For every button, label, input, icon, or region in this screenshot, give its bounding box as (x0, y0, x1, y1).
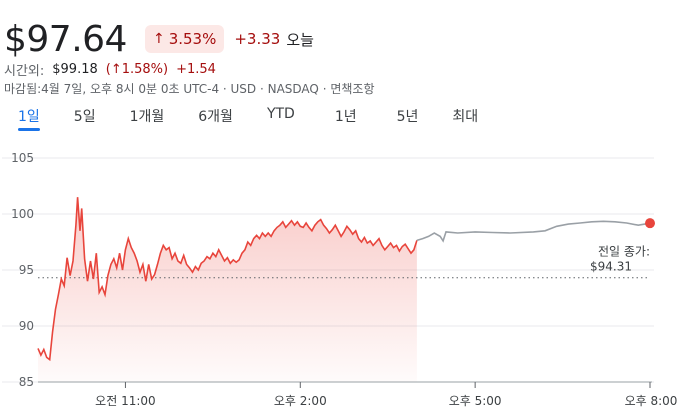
last-price-marker (645, 218, 655, 229)
change-period-label: 오늘 (286, 30, 314, 49)
y-tick-label: 90 (19, 319, 34, 333)
after-hours-change: +1.54 (176, 62, 216, 77)
tab-ytd[interactable]: YTD (266, 106, 295, 122)
change-absolute: +3.33 (234, 30, 281, 48)
tab-5y[interactable]: 5년 (396, 109, 419, 125)
x-tick-label: 오후 8:00 (625, 394, 678, 408)
after-hours-price: $99.18 (52, 62, 98, 77)
range-tabs: 1일 5일 1개월 6개월 YTD 1년 5년 최대 (18, 106, 478, 131)
arrow-up-icon: ↑ (152, 31, 165, 47)
x-tick-label: 오후 5:00 (449, 394, 502, 408)
regular-session-line (37, 197, 418, 362)
tab-1y[interactable]: 1년 (334, 109, 357, 125)
tab-max[interactable]: 최대 (452, 109, 479, 125)
quote-header: $97.64 ↑ 3.53% +3.33 오늘 (4, 14, 314, 64)
change-percent: 3.53% (168, 30, 217, 48)
after-hours-line (416, 220, 651, 243)
previous-close-label: 전일 종가: (598, 245, 650, 259)
market-status-info: 마감됨:4월 7일, 오후 8시 0분 0초 UTC-4 · USD · NAS… (4, 82, 375, 96)
x-tick-label: 오전 11:00 (95, 394, 155, 408)
y-tick-label: 85 (19, 375, 34, 389)
y-tick-label: 100 (11, 207, 34, 221)
after-hours-row: 시간외: $99.18 (↑1.58%) +1.54 (4, 60, 216, 79)
after-hours-label: 시간외: (4, 64, 45, 79)
tab-5d[interactable]: 5일 (73, 109, 96, 125)
y-tick-label: 95 (19, 263, 34, 277)
price-chart[interactable]: 105 100 95 90 85 전일 종가: $94.31 오전 11:00 오후 2:… (0, 140, 684, 415)
tab-6m[interactable]: 6개월 (198, 109, 233, 125)
previous-close-value: $94.31 (590, 260, 632, 274)
after-hours-percent: (↑1.58%) (105, 62, 169, 77)
current-price: $97.64 (4, 18, 127, 60)
change-percent-badge: ↑ 3.53% (144, 25, 225, 53)
y-tick-label: 105 (11, 151, 34, 165)
x-tick-label: 오후 2:00 (274, 394, 327, 408)
tab-1d[interactable]: 1일 (18, 106, 40, 131)
regular-session-area (38, 197, 417, 382)
tab-1m[interactable]: 1개월 (129, 109, 165, 125)
